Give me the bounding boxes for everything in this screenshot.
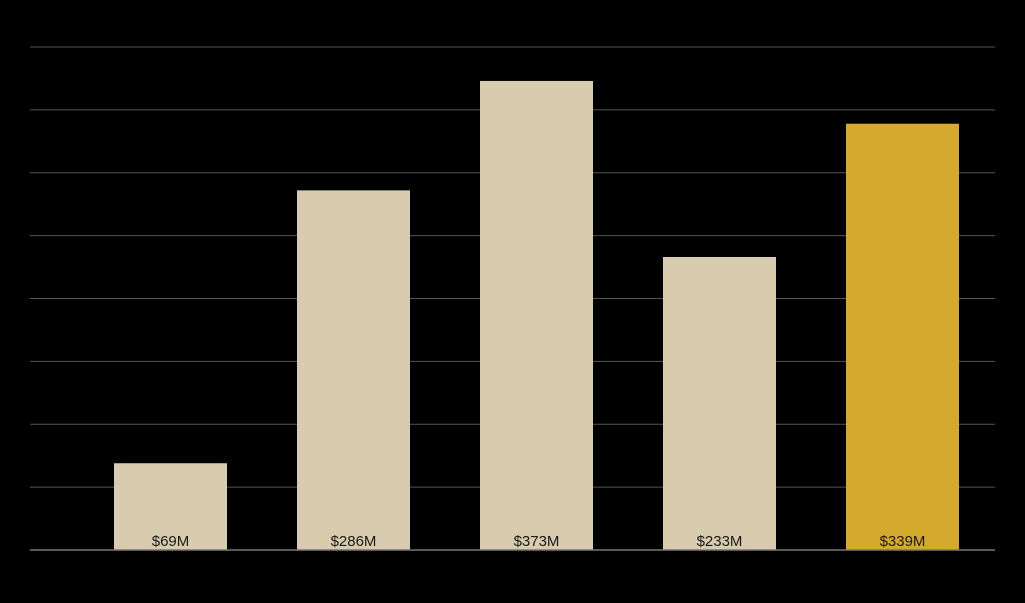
data-label-4: $233M — [697, 533, 743, 550]
bar-5 — [846, 123, 959, 551]
data-label-2: $286M — [331, 533, 377, 550]
bar-3 — [480, 80, 593, 550]
data-label-5: $339M — [880, 533, 926, 550]
bars — [114, 80, 959, 551]
data-labels: $69M $286M $373M $233M $339M — [152, 533, 926, 550]
data-label-3: $373M — [514, 533, 560, 550]
bar-1 — [114, 463, 227, 550]
data-label-1: $69M — [152, 533, 190, 550]
bar-2 — [297, 190, 410, 551]
bar-4 — [663, 257, 776, 550]
